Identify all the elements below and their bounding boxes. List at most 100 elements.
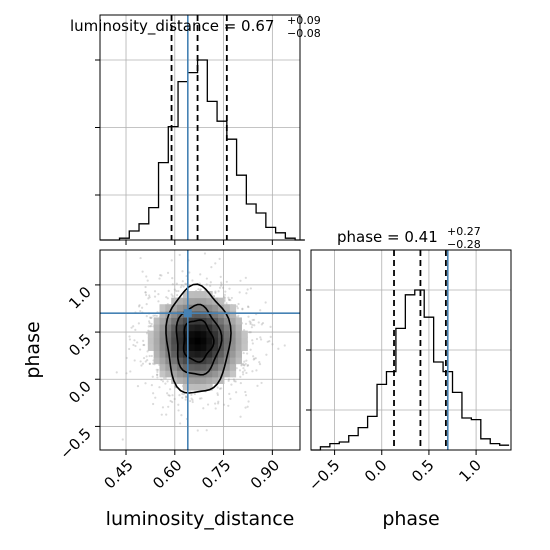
- sample-point: [235, 391, 238, 394]
- density-cell: [200, 376, 207, 384]
- sample-point: [202, 407, 205, 410]
- sample-point: [175, 289, 178, 293]
- density-shading: [147, 291, 248, 391]
- sample-point: [251, 339, 254, 342]
- sample-point: [235, 367, 238, 370]
- density-cell: [212, 363, 219, 371]
- density-cell: [188, 376, 196, 384]
- sample-point: [228, 287, 231, 290]
- sample-point: [156, 370, 159, 373]
- sample-point: [237, 302, 240, 306]
- density-cell: [177, 337, 184, 345]
- sample-point: [139, 256, 142, 260]
- sample-point: [181, 270, 184, 273]
- density-cell: [188, 310, 196, 318]
- density-cell: [171, 310, 178, 318]
- sample-point: [152, 392, 155, 395]
- sample-point: [191, 279, 194, 282]
- phase-y-tick-label: 0.0: [65, 377, 95, 407]
- sample-point: [125, 356, 128, 360]
- sample-point: [246, 352, 249, 355]
- sample-point: [148, 362, 151, 365]
- sample-point: [140, 306, 144, 309]
- phase-title: phase = 0.41: [337, 228, 438, 246]
- sample-point: [229, 299, 232, 302]
- phase-y-tick-label: −0.5: [56, 425, 94, 463]
- sample-point: [224, 290, 227, 293]
- sample-point: [233, 380, 236, 383]
- density-cell: [200, 310, 207, 318]
- sample-point: [167, 394, 170, 397]
- phase-x-tick-label: −0.5: [305, 456, 343, 494]
- sample-point: [239, 375, 242, 379]
- density-cell: [165, 317, 172, 325]
- sample-point: [214, 402, 217, 405]
- density-cell: [165, 304, 172, 312]
- sample-point: [214, 291, 217, 294]
- sample-point: [221, 286, 225, 289]
- sample-point: [255, 369, 258, 372]
- phase-y-tick-label: 1.0: [65, 283, 95, 313]
- sample-point: [242, 363, 245, 367]
- sample-point: [245, 359, 248, 362]
- density-cell: [223, 330, 231, 338]
- density-cell: [194, 376, 201, 384]
- sample-point: [125, 372, 128, 375]
- sample-point: [145, 315, 148, 318]
- density-cell: [223, 304, 231, 312]
- sample-point: [164, 382, 167, 385]
- luminosity-distance-histogram-steps: [100, 59, 305, 241]
- density-cell: [229, 324, 237, 332]
- sample-point: [260, 323, 263, 326]
- sample-point: [264, 301, 267, 304]
- sample-point: [193, 392, 196, 396]
- sample-point: [249, 331, 252, 334]
- sample-point: [190, 454, 192, 456]
- luminosity-distance-x-tick-label: 0.60: [149, 456, 185, 492]
- density-cell: [153, 357, 161, 365]
- density-cell: [165, 324, 172, 332]
- density-cell: [147, 330, 155, 338]
- sample-point: [156, 373, 159, 376]
- density-cell: [194, 297, 201, 305]
- sample-point: [240, 364, 243, 367]
- density-cell: [153, 317, 161, 325]
- sample-point: [259, 309, 262, 312]
- sample-point: [152, 402, 155, 406]
- density-cell: [188, 363, 196, 371]
- density-cell: [223, 363, 231, 371]
- sample-point: [223, 295, 226, 299]
- density-cell: [235, 357, 242, 365]
- sample-point: [243, 360, 246, 363]
- sample-point: [166, 271, 170, 275]
- sample-point: [216, 393, 219, 397]
- sample-point: [255, 337, 259, 341]
- density-cell: [182, 357, 190, 365]
- density-cell: [206, 297, 213, 305]
- sample-point: [239, 381, 242, 385]
- density-cell: [206, 370, 213, 378]
- density-cell: [200, 363, 207, 371]
- sample-point: [244, 322, 248, 325]
- sample-point: [142, 356, 146, 360]
- sample-point: [139, 348, 142, 351]
- sample-point: [176, 293, 179, 297]
- density-cell: [206, 304, 213, 312]
- sample-point: [232, 378, 235, 381]
- contour-outer: [165, 283, 232, 394]
- sample-point: [155, 368, 158, 371]
- density-cell: [223, 370, 231, 378]
- density-cell: [223, 317, 231, 325]
- sample-point: [150, 322, 153, 326]
- density-cell: [171, 317, 178, 325]
- sample-point: [184, 396, 188, 399]
- luminosity-distance-x-tick-label: 0.45: [100, 456, 136, 492]
- sample-point: [249, 287, 252, 290]
- density-cell: [200, 337, 207, 345]
- sample-point: [182, 393, 185, 396]
- sample-point: [269, 325, 272, 328]
- sample-point: [152, 314, 155, 317]
- sample-point: [217, 290, 220, 293]
- sample-point: [145, 303, 148, 306]
